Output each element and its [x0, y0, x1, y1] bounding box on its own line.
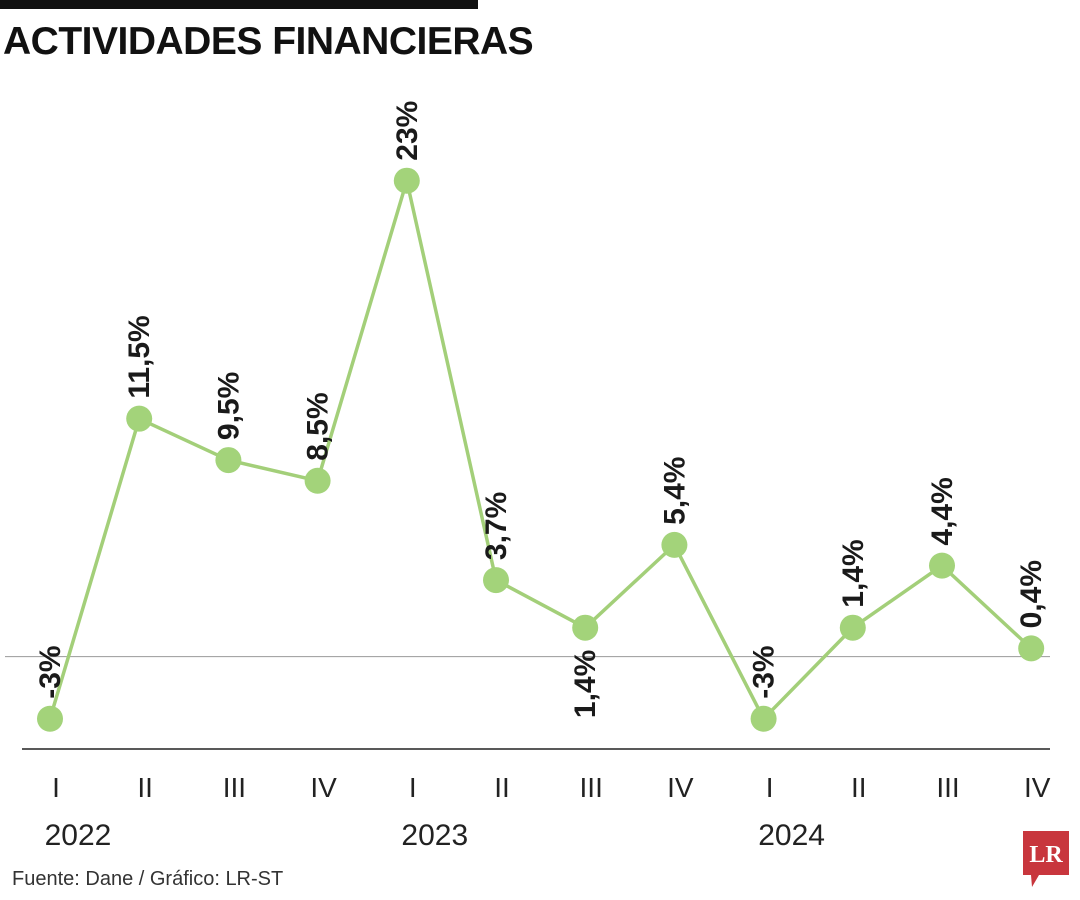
- data-point-9: [839, 614, 866, 641]
- data-label-7: 5,4%: [658, 457, 691, 525]
- x-tick-label-9: II: [851, 772, 867, 803]
- x-tick-label-4: I: [409, 772, 417, 803]
- x-tick-label-8: I: [766, 772, 774, 803]
- x-tick-label-7: IV: [667, 772, 694, 803]
- data-point-3: [304, 467, 331, 494]
- year-label-2023: 2023: [401, 819, 468, 852]
- data-label-11: 0,4%: [1015, 560, 1048, 628]
- data-label-0: -3%: [34, 645, 67, 698]
- data-label-2: 9,5%: [212, 372, 245, 440]
- data-point-1: [126, 405, 153, 432]
- data-point-11: [1018, 635, 1045, 662]
- data-label-3: 8,5%: [302, 392, 335, 460]
- data-label-8: -3%: [748, 645, 781, 698]
- year-label-2022: 2022: [45, 819, 112, 852]
- series-line: [48, 178, 1033, 721]
- data-point-6: [572, 614, 599, 641]
- x-tick-label-1: II: [137, 772, 153, 803]
- data-point-10: [929, 552, 955, 579]
- data-label-1: 11,5%: [123, 315, 156, 398]
- x-tick-label-0: I: [52, 772, 60, 803]
- x-tick-label-2: III: [223, 772, 246, 803]
- chart-title: ACTIVIDADES FINANCIERAS: [3, 20, 534, 63]
- data-point-2: [215, 447, 242, 474]
- data-label-6: 1,4%: [569, 650, 602, 718]
- data-point-5: [483, 567, 509, 594]
- data-point-4: [393, 167, 420, 194]
- year-label-2024: 2024: [758, 819, 825, 852]
- x-tick-label-11: IV: [1024, 772, 1051, 803]
- data-label-4: 23%: [391, 101, 424, 161]
- x-tick-label-6: III: [580, 772, 603, 803]
- source-note: Fuente: Dane / Gráfico: LR-ST: [12, 868, 284, 890]
- data-label-9: 1,4%: [837, 539, 870, 607]
- data-point-0: [37, 705, 63, 732]
- x-tick-label-5: II: [494, 772, 510, 803]
- data-point-8: [750, 705, 777, 732]
- lr-logo: LR: [1023, 831, 1069, 887]
- top-rule: [0, 0, 478, 9]
- data-label-5: 3,7%: [480, 492, 513, 560]
- lr-logo-text: LR: [1029, 842, 1063, 868]
- data-label-10: 4,4%: [926, 477, 959, 545]
- data-point-7: [661, 531, 688, 558]
- lr-logo-badge: [1023, 831, 1069, 887]
- x-tick-label-3: IV: [310, 772, 337, 803]
- x-tick-label-10: III: [936, 772, 959, 803]
